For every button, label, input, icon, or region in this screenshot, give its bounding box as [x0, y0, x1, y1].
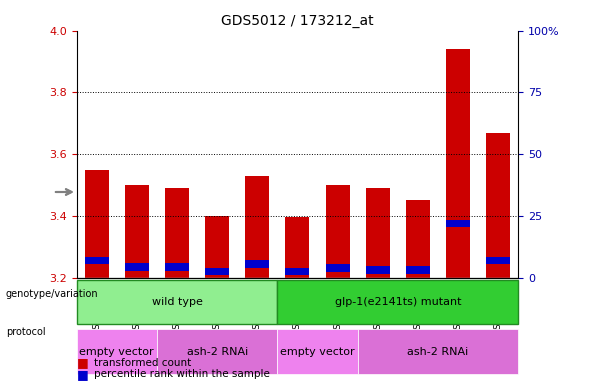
- Text: wild type: wild type: [151, 297, 203, 307]
- Bar: [406, 200, 430, 278]
- FancyBboxPatch shape: [277, 329, 358, 374]
- FancyBboxPatch shape: [277, 280, 518, 324]
- Text: ash-2 RNAi: ash-2 RNAi: [187, 347, 248, 357]
- Bar: [205, 216, 229, 278]
- Text: glp-1(e2141ts) mutant: glp-1(e2141ts) mutant: [335, 297, 461, 307]
- Bar: [245, 176, 269, 278]
- Bar: [286, 268, 309, 275]
- Bar: [205, 268, 229, 275]
- Bar: [85, 257, 109, 265]
- Text: genotype/variation: genotype/variation: [6, 289, 98, 299]
- Bar: [446, 220, 470, 227]
- Bar: [406, 266, 430, 274]
- Bar: [125, 263, 149, 271]
- Text: ■: ■: [77, 368, 88, 381]
- Text: transformed count: transformed count: [94, 358, 191, 368]
- FancyBboxPatch shape: [77, 329, 157, 374]
- Text: ash-2 RNAi: ash-2 RNAi: [408, 347, 469, 357]
- Bar: [245, 260, 269, 268]
- Bar: [486, 132, 510, 278]
- Bar: [125, 185, 149, 278]
- Bar: [366, 266, 390, 274]
- Bar: [326, 185, 350, 278]
- Text: ■: ■: [77, 356, 88, 369]
- Bar: [446, 49, 470, 278]
- Bar: [486, 257, 510, 265]
- Text: empty vector: empty vector: [80, 347, 154, 357]
- FancyBboxPatch shape: [157, 329, 277, 374]
- Bar: [165, 188, 189, 278]
- Bar: [286, 217, 309, 278]
- Bar: [366, 188, 390, 278]
- FancyBboxPatch shape: [77, 280, 277, 324]
- Bar: [85, 170, 109, 278]
- Text: percentile rank within the sample: percentile rank within the sample: [94, 369, 270, 379]
- Title: GDS5012 / 173212_at: GDS5012 / 173212_at: [221, 14, 374, 28]
- FancyBboxPatch shape: [358, 329, 518, 374]
- Text: empty vector: empty vector: [280, 347, 355, 357]
- Text: protocol: protocol: [6, 327, 45, 337]
- Bar: [326, 265, 350, 272]
- Bar: [165, 263, 189, 271]
